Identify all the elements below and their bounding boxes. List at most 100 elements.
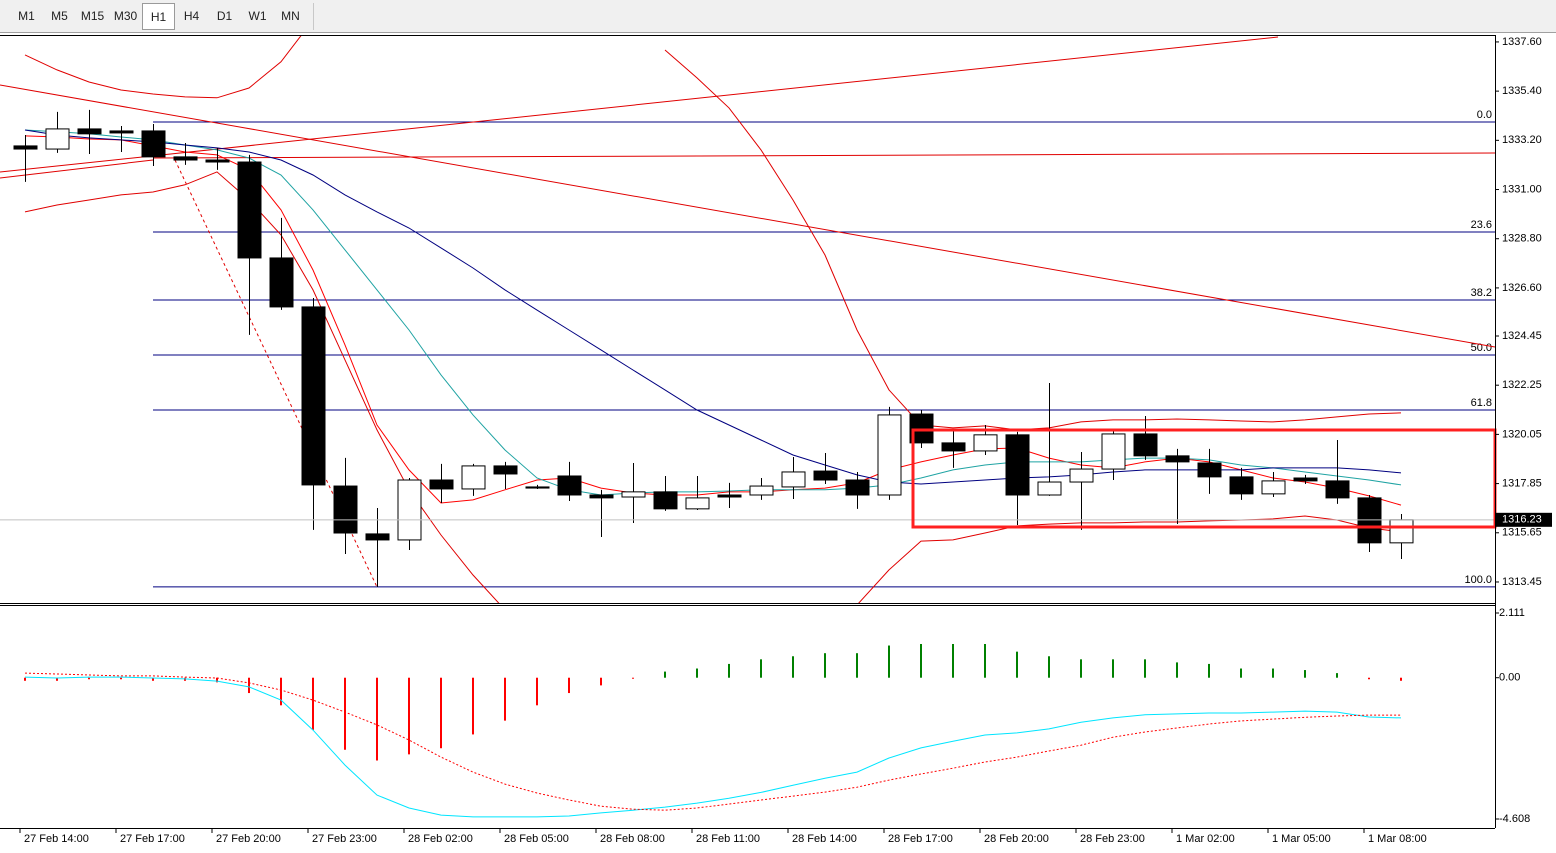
trend-line [0, 36, 1279, 173]
histogram-bar [1176, 662, 1178, 678]
histogram-bar [1016, 651, 1018, 678]
histogram-bar [536, 677, 538, 706]
histogram-bar [1304, 670, 1306, 678]
candle-body [589, 494, 614, 499]
fib-label: 23.6 [1471, 219, 1492, 231]
histogram-bar [920, 643, 922, 678]
candle-body [77, 128, 102, 135]
histogram-bar [376, 677, 378, 761]
y-tick-label: 1331.00 [1502, 183, 1542, 195]
price-plot [0, 35, 1495, 603]
timeframe-button[interactable]: H4 [183, 9, 200, 23]
fib-label: 100.0 [1464, 574, 1492, 586]
histogram-bar [216, 677, 218, 683]
y-tick-label: 2.111 [1499, 607, 1525, 619]
histogram-bar [24, 677, 26, 681]
candle-body [653, 491, 678, 510]
candle-body [173, 156, 198, 161]
histogram-bar [984, 643, 986, 678]
histogram-bar [472, 677, 474, 735]
fib-diagonal [174, 159, 378, 588]
fib-label: 50.0 [1471, 342, 1492, 354]
timeframe-button[interactable]: MN [281, 9, 300, 23]
fib-label: 61.8 [1471, 397, 1492, 409]
toolbar: M1 M5 M15 M30 H1 H4 D1 W1 MN [0, 0, 1556, 33]
histogram-bar [1336, 673, 1338, 678]
histogram-bar [88, 677, 90, 680]
timeframe-button[interactable]: W1 [248, 9, 267, 23]
fib-label: 38.2 [1471, 287, 1492, 299]
y-tick-label: 1322.25 [1502, 379, 1542, 391]
histogram-bar [664, 671, 666, 678]
histogram-bar [1400, 677, 1402, 681]
candle-body [717, 494, 742, 498]
histogram-bar [696, 668, 698, 678]
candle-body [525, 486, 550, 489]
histogram-bar [728, 663, 730, 678]
candle-body [1229, 476, 1254, 495]
candle-body [941, 442, 966, 452]
timeframe-button[interactable]: M30 [113, 9, 138, 23]
indicator-line [24, 672, 1401, 811]
candle-body [1165, 455, 1190, 463]
x-tick-label: 1 Mar 05:00 [1272, 833, 1331, 845]
histogram-bar [344, 677, 346, 750]
fibonacci: 0.0 23.6 38.2 50.0 61.8 100.0 [153, 109, 1495, 588]
candle-body [269, 257, 294, 308]
candle-body [1197, 462, 1222, 478]
histogram-bar [248, 677, 250, 694]
histogram-bar [1272, 668, 1274, 678]
histogram-bar [1368, 677, 1370, 680]
candle-body [1069, 468, 1094, 483]
candle-body [621, 491, 646, 498]
x-tick-label: 27 Feb 17:00 [120, 833, 185, 845]
timeframe-bar: M1 M5 M15 M30 H1 H4 D1 W1 MN [10, 3, 314, 30]
histogram-bar [312, 677, 314, 730]
histogram-bar [568, 677, 570, 694]
x-tick-label: 28 Feb 05:00 [504, 833, 569, 845]
trend-lines [0, 36, 1495, 588]
timeframe-button[interactable]: M5 [51, 9, 68, 23]
candle-body [237, 161, 262, 259]
indicator-line [24, 171, 1402, 603]
candle-body [205, 159, 230, 163]
candle-body [1389, 519, 1414, 544]
candle-body [1293, 477, 1318, 482]
candle-body [845, 479, 870, 496]
y-tick-label: 1324.45 [1502, 330, 1542, 342]
histogram-bar [280, 677, 282, 706]
y-tick-label: 1326.60 [1502, 282, 1542, 294]
timeframe-button[interactable]: M15 [80, 9, 105, 23]
highlight-box [911, 428, 1497, 529]
histogram-bar [1048, 656, 1050, 678]
y-tick-label: 1333.20 [1502, 134, 1542, 146]
y-tick-label: -4.608 [1499, 813, 1530, 825]
y-tick-label: 1313.45 [1502, 576, 1542, 588]
last-price-box [1496, 512, 1552, 527]
histogram-bar [824, 653, 826, 678]
x-tick-label: 27 Feb 14:00 [24, 833, 89, 845]
histogram-bar [1080, 659, 1082, 678]
x-tick-label: 28 Feb 20:00 [984, 833, 1049, 845]
candle-body [557, 475, 582, 496]
candle-body [1357, 497, 1382, 544]
indicator-plot [24, 643, 1402, 818]
candle-body [333, 485, 358, 534]
indicator-line [24, 35, 1402, 431]
timeframe-button[interactable]: M1 [18, 9, 35, 23]
candle-body [141, 130, 166, 158]
y-tick-label: 1320.05 [1502, 428, 1542, 440]
x-tick-label: 27 Feb 20:00 [216, 833, 281, 845]
y-tick-label: 1335.40 [1502, 85, 1542, 97]
frame [0, 35, 1496, 829]
y-tick-label: 1317.85 [1502, 477, 1542, 489]
trend-line [152, 152, 1495, 159]
candle-body [461, 465, 486, 490]
timeframe-button[interactable]: D1 [216, 9, 233, 23]
x-tick-label: 27 Feb 23:00 [312, 833, 377, 845]
timeframe-button[interactable]: H1 [142, 3, 175, 30]
histogram-bar [792, 656, 794, 678]
histogram-bar [760, 659, 762, 678]
y-tick-label: 1315.65 [1502, 527, 1542, 539]
